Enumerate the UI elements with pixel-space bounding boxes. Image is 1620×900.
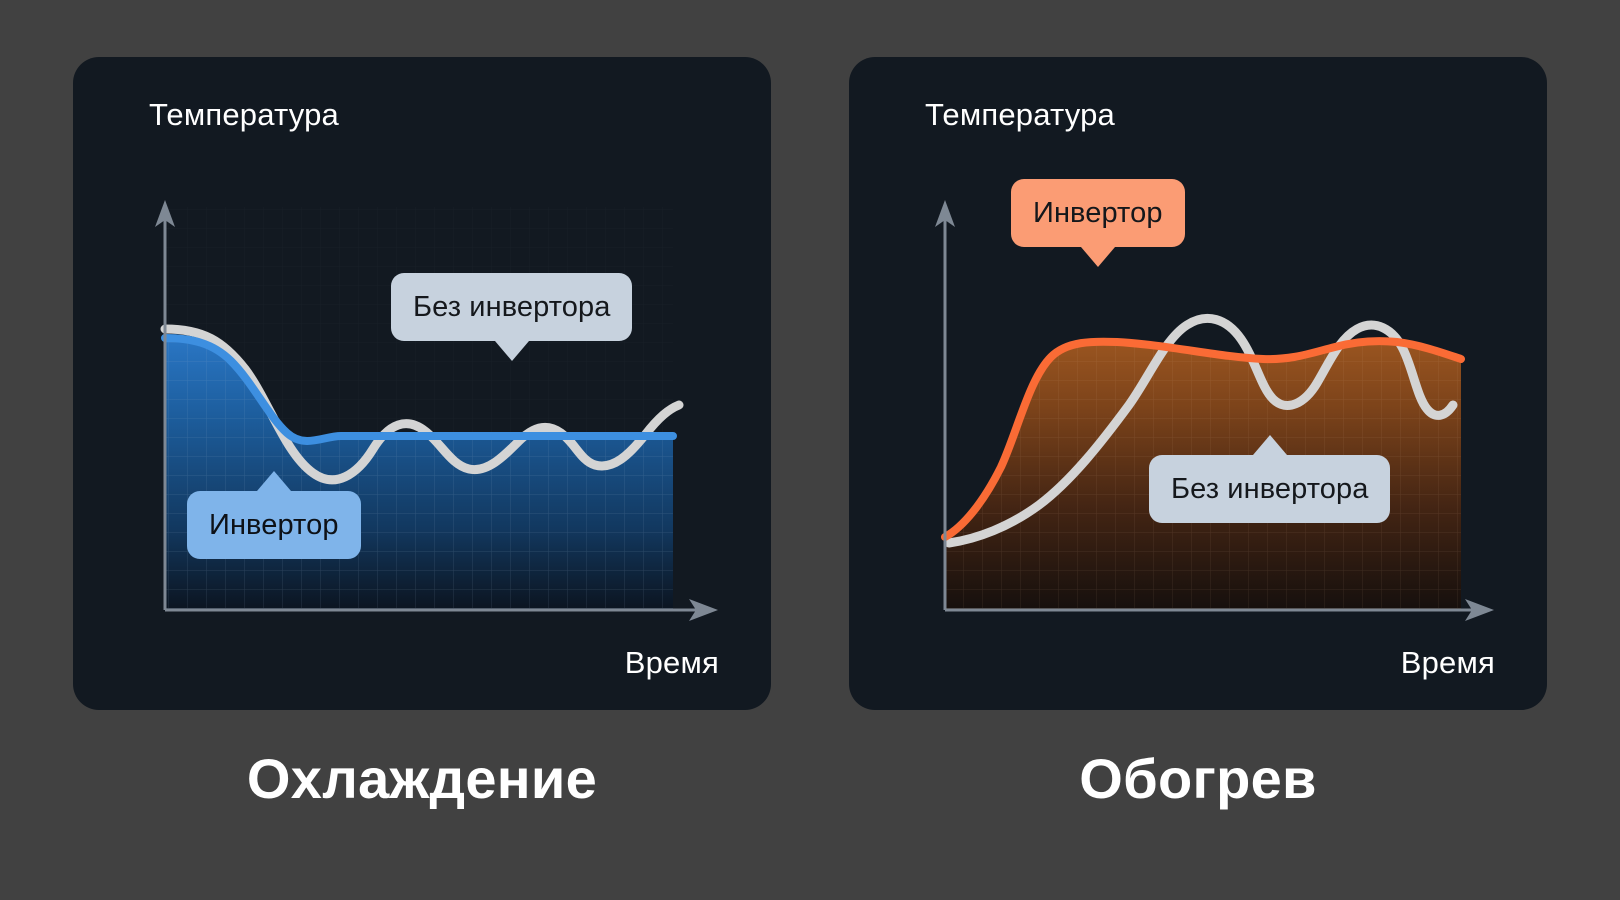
heating-no-inverter-curve xyxy=(944,313,1458,548)
cooling-x-axis-arrow xyxy=(689,599,718,621)
heating-inverter-curve xyxy=(941,337,1465,541)
heating-callout-inverter[interactable]: Инвертор xyxy=(1011,179,1185,267)
cooling-callout-inverter[interactable]: Инвертор xyxy=(187,471,361,559)
cooling-callout-inverter-label: Инвертор xyxy=(209,508,339,541)
heating-chart-svg xyxy=(935,200,1494,621)
heating-y-axis-arrow xyxy=(935,200,955,227)
cooling-callout-no-inverter-label: Без инвертора xyxy=(413,290,611,323)
cooling-y-axis-label: Температура xyxy=(149,97,339,132)
cooling-chart-panel: Температура Время Без инвертора Инвертор xyxy=(73,57,771,710)
heating-x-axis-arrow xyxy=(1465,599,1494,621)
cooling-inverter-curve xyxy=(161,334,677,445)
heating-x-axis-label: Время xyxy=(1400,645,1495,680)
cooling-x-axis-label: Время xyxy=(624,645,719,680)
heating-callout-inverter-label: Инвертор xyxy=(1033,196,1163,229)
heating-callout-no-inverter[interactable]: Без инвертора xyxy=(1149,435,1391,523)
cooling-chart-svg xyxy=(155,200,718,621)
heating-y-axis-label: Температура xyxy=(925,97,1115,132)
cooling-column: Температура Время Без инвертора Инвертор… xyxy=(73,57,771,900)
cooling-callout-no-inverter[interactable]: Без инвертора xyxy=(391,273,633,361)
heating-column: Температура Время Инвертор Без инвертора… xyxy=(849,57,1547,900)
heating-chart-panel: Температура Время Инвертор Без инвертора xyxy=(849,57,1547,710)
heating-callout-no-inverter-label: Без инвертора xyxy=(1171,472,1369,505)
cooling-y-axis-arrow xyxy=(155,200,175,227)
cooling-panel-title: Охлаждение xyxy=(246,747,598,810)
heating-panel-title: Обогрев xyxy=(1079,747,1317,810)
